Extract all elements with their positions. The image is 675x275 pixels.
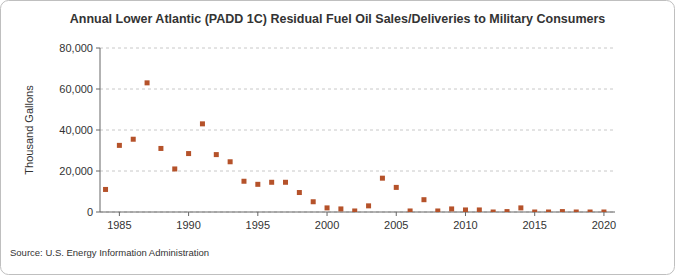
x-tick-label: 2020 (592, 219, 616, 231)
point (158, 146, 163, 151)
point (228, 159, 233, 164)
point (546, 210, 551, 213)
point (117, 143, 122, 148)
x-tick-label: 2015 (522, 219, 546, 231)
point (172, 166, 177, 171)
x-tick (396, 212, 397, 216)
y-tick-label: 40,000 (59, 124, 93, 136)
x-tick-label: 2010 (453, 219, 477, 231)
point (560, 209, 565, 212)
point (283, 180, 288, 185)
point (518, 205, 523, 210)
x-tick-label: 2005 (384, 219, 408, 231)
chart: Annual Lower Atlantic (PADD 1C) Residual… (0, 0, 675, 275)
grid-line (100, 130, 615, 131)
point (421, 197, 426, 202)
x-tick-label: 1995 (246, 219, 270, 231)
point (574, 210, 579, 213)
x-tick-label: 1985 (107, 219, 131, 231)
grid-line (100, 212, 615, 213)
point (145, 80, 150, 85)
point (532, 210, 537, 213)
y-tick (96, 89, 100, 90)
point (588, 210, 593, 213)
x-tick-label: 1990 (176, 219, 200, 231)
x-tick (257, 212, 258, 216)
point (255, 182, 260, 187)
x-tick (465, 212, 466, 216)
point (338, 206, 343, 211)
y-axis-label: Thousand Gallons (23, 85, 35, 175)
x-tick (603, 212, 604, 216)
point (366, 203, 371, 208)
point (463, 207, 468, 212)
x-axis (100, 212, 615, 213)
x-tick-label: 2000 (315, 219, 339, 231)
y-tick (96, 130, 100, 131)
x-tick (327, 212, 328, 216)
point (491, 210, 496, 213)
point (408, 208, 413, 212)
point (505, 209, 510, 212)
y-tick-label: 20,000 (59, 165, 93, 177)
title: Annual Lower Atlantic (PADD 1C) Residual… (70, 12, 606, 26)
point (241, 179, 246, 184)
point (601, 210, 606, 213)
frame (1, 1, 675, 275)
point (435, 208, 440, 212)
point (311, 199, 316, 204)
point (449, 206, 454, 211)
point (394, 185, 399, 190)
grid-line (100, 48, 615, 49)
y-tick-label: 60,000 (59, 83, 93, 95)
y-axis (100, 48, 101, 212)
y-tick-label: 0 (87, 206, 93, 218)
point (131, 137, 136, 142)
source: Source: U.S. Energy Information Administ… (10, 247, 209, 258)
grid-line (100, 89, 615, 90)
point (186, 151, 191, 156)
x-tick (188, 212, 189, 216)
y-tick (96, 48, 100, 49)
x-tick (119, 212, 120, 216)
point (477, 207, 482, 212)
point (325, 205, 330, 210)
point (269, 180, 274, 185)
point (352, 208, 357, 212)
plot-area (103, 80, 606, 212)
point (103, 187, 108, 192)
y-tick-label: 80,000 (59, 42, 93, 54)
point (200, 121, 205, 126)
y-tick (96, 212, 100, 213)
point (380, 176, 385, 181)
y-tick (96, 171, 100, 172)
point (297, 190, 302, 195)
point (214, 152, 219, 157)
x-tick (534, 212, 535, 216)
